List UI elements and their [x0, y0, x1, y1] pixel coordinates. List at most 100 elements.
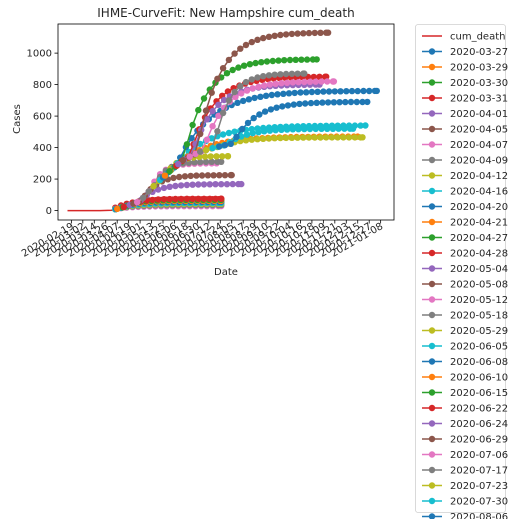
- series-point-2020-06-08: [320, 88, 327, 95]
- series-point-2020-06-15: [223, 70, 231, 77]
- series-point-2020-07-30: [255, 129, 262, 136]
- series-point-2020-07-06: [209, 123, 216, 130]
- series-point-2020-07-30: [283, 126, 291, 133]
- series-point-2020-06-08: [366, 87, 373, 95]
- legend-entry: 2020-06-08: [422, 357, 508, 368]
- series-point-2020-06-08: [262, 92, 270, 100]
- series-point-2020-07-06: [289, 79, 296, 86]
- legend-label: 2020-05-12: [450, 295, 508, 306]
- series-point-2020-07-23: [300, 134, 307, 141]
- series-point-2020-07-23: [242, 137, 250, 144]
- legend-entry: 2020-06-22: [422, 404, 508, 415]
- series-point-2020-06-15: [269, 57, 276, 65]
- series-point-2020-06-08: [314, 88, 321, 96]
- series-point-2020-05-08: [216, 172, 223, 179]
- legend-swatch-marker: [428, 497, 436, 505]
- legend-swatch-marker: [428, 482, 436, 489]
- series-point-2020-06-29: [324, 29, 332, 36]
- legend-swatch-marker: [428, 249, 436, 257]
- legend-box: [415, 24, 506, 513]
- series-point-2020-05-04: [155, 186, 162, 193]
- series-point-2020-07-06: [295, 79, 302, 86]
- series-point-2020-07-17: [214, 128, 221, 135]
- legend-entry: 2020-07-17: [422, 466, 508, 477]
- series-point-2020-04-28: [149, 196, 156, 204]
- series-point-2020-05-08: [198, 172, 206, 179]
- series-point-2020-04-28: [212, 195, 219, 202]
- series-point-2020-06-15: [195, 106, 202, 114]
- series-point-2020-04-28: [120, 203, 128, 211]
- legend-swatch-marker: [428, 234, 436, 241]
- series-point-2020-07-23: [202, 146, 210, 154]
- series-point-2020-07-17: [265, 72, 273, 79]
- series-point-2020-06-08: [240, 97, 247, 105]
- series-point-2020-08-06: [256, 111, 263, 118]
- series-point-2020-07-17: [231, 88, 238, 96]
- series-point-2020-07-23: [248, 136, 255, 143]
- legend-label: 2020-08-06: [450, 512, 508, 519]
- series-point-2020-06-08: [188, 135, 195, 142]
- series-point-2020-06-24: [203, 116, 211, 123]
- series-point-2020-08-06: [279, 103, 286, 110]
- series-point-2020-08-06: [296, 100, 303, 108]
- series-point-2020-06-29: [254, 36, 261, 43]
- series-point-2020-08-06: [364, 98, 371, 106]
- series-point-2020-07-06: [238, 90, 245, 97]
- legend-swatch-marker: [428, 373, 436, 381]
- series-point-2020-04-28: [177, 195, 185, 203]
- legend-entry: 2020-05-29: [422, 326, 508, 337]
- y-tick-label: 0: [46, 206, 52, 217]
- series-point-2020-07-23: [277, 134, 284, 142]
- series-point-2020-06-15: [183, 141, 191, 148]
- legend-swatch-marker: [428, 156, 436, 164]
- series-point-2020-06-10: [161, 172, 169, 179]
- legend-swatch-marker: [428, 172, 436, 179]
- y-tick-label: 800: [33, 80, 52, 91]
- series-point-2020-04-28: [155, 196, 162, 203]
- series-point-2020-08-06: [239, 125, 246, 133]
- legend-entry: 2020-07-06: [422, 450, 508, 461]
- legend-label: 2020-03-31: [450, 94, 508, 105]
- series-point-2020-06-05: [357, 122, 364, 129]
- legend-label: 2020-06-05: [450, 342, 508, 353]
- series-point-2020-04-28: [195, 195, 202, 202]
- series-point-2020-06-08: [291, 89, 298, 97]
- series-point-2020-04-28: [160, 196, 168, 203]
- legend-entry: 2020-06-15: [422, 388, 508, 399]
- series-point-2020-06-29: [294, 30, 301, 37]
- chart-title: IHME-CurveFit: New Hampshire cum_death: [97, 6, 354, 20]
- plot-frame: [57, 23, 395, 221]
- series-point-2020-06-15: [240, 62, 248, 69]
- legend-swatch-marker: [428, 296, 436, 303]
- series-point-2020-05-18: [139, 194, 147, 202]
- series-point-2020-08-06: [307, 99, 315, 107]
- legend-label: 2020-04-09: [450, 156, 508, 167]
- series-point-2020-06-08: [234, 99, 241, 107]
- series-point-2020-07-06: [203, 136, 211, 143]
- series-point-2020-05-29: [150, 183, 157, 190]
- legend-swatch-marker: [428, 311, 436, 319]
- series-point-2020-07-23: [282, 134, 290, 142]
- legend-label: 2020-05-18: [450, 311, 508, 322]
- series-point-2020-07-17: [254, 74, 261, 81]
- series-point-2020-05-04: [183, 181, 191, 189]
- series-point-2020-06-08: [331, 88, 338, 95]
- series-point-2020-05-04: [238, 180, 245, 188]
- series-point-2020-07-17: [225, 97, 233, 104]
- legend-label: 2020-06-15: [450, 388, 508, 399]
- series-point-2020-06-08: [373, 87, 380, 95]
- series-point-2020-05-04: [229, 180, 236, 188]
- series-point-2020-04-28: [183, 195, 191, 202]
- legend-swatch-marker: [428, 342, 436, 350]
- series-point-2020-07-06: [261, 82, 268, 89]
- series-point-2020-05-04: [195, 181, 202, 188]
- legend-entry: 2020-06-05: [422, 342, 508, 353]
- legend-label: 2020-04-05: [450, 125, 508, 136]
- series-point-2020-06-29: [305, 29, 313, 37]
- y-tick-label: 200: [33, 175, 52, 186]
- series-point-2020-06-08: [297, 89, 304, 96]
- series-point-2020-07-06: [272, 80, 279, 88]
- series-point-2020-08-06: [290, 101, 297, 108]
- series-point-2020-06-08: [337, 88, 344, 95]
